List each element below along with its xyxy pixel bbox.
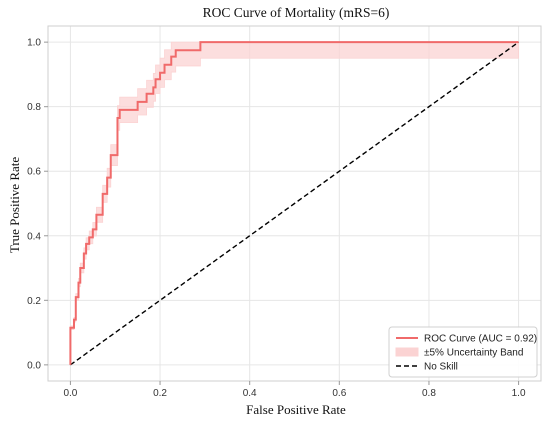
plot-marks: [69, 41, 519, 366]
axis-ticks: 0.0 0.2 0.4 0.6 0.8 1.0 0.0 0.2 0.4 0.6 0.8 1.0: [27, 38, 526, 399]
x-axis-label: False Positive Rate: [246, 402, 346, 417]
x-tick-label: 0.4: [243, 388, 257, 399]
legend-swatch-band: [395, 347, 419, 357]
x-tick-label: 0.8: [422, 388, 436, 399]
y-tick-label: 0.6: [27, 167, 41, 178]
plot-frame: [47, 25, 542, 382]
x-tick-label: 0.6: [332, 388, 346, 399]
no-skill-line: [70, 41, 519, 366]
y-tick-label: 1.0: [27, 38, 41, 49]
x-tick-label: 1.0: [512, 388, 526, 399]
legend-box: [388, 326, 538, 378]
y-axis-label: True Positive Rate: [7, 157, 22, 254]
legend: ROC Curve (AUC = 0.92) ±5% Uncertainty Ba…: [388, 326, 538, 378]
y-tick-label: 0.2: [27, 296, 41, 307]
x-tick-label: 0.0: [63, 388, 77, 399]
roc-curve-line: [69, 41, 519, 365]
legend-label-roc: ROC Curve (AUC = 0.92): [424, 334, 537, 345]
y-tick-label: 0.0: [27, 360, 41, 371]
y-tick-label: 0.4: [27, 231, 41, 242]
chart-title: ROC Curve of Mortality (mRS=6): [203, 5, 390, 20]
legend-label-band: ±5% Uncertainty Band: [424, 348, 523, 359]
legend-label-no-skill: No Skill: [424, 362, 458, 373]
x-tick-label: 0.2: [153, 388, 167, 399]
y-tick-label: 0.8: [27, 102, 41, 113]
